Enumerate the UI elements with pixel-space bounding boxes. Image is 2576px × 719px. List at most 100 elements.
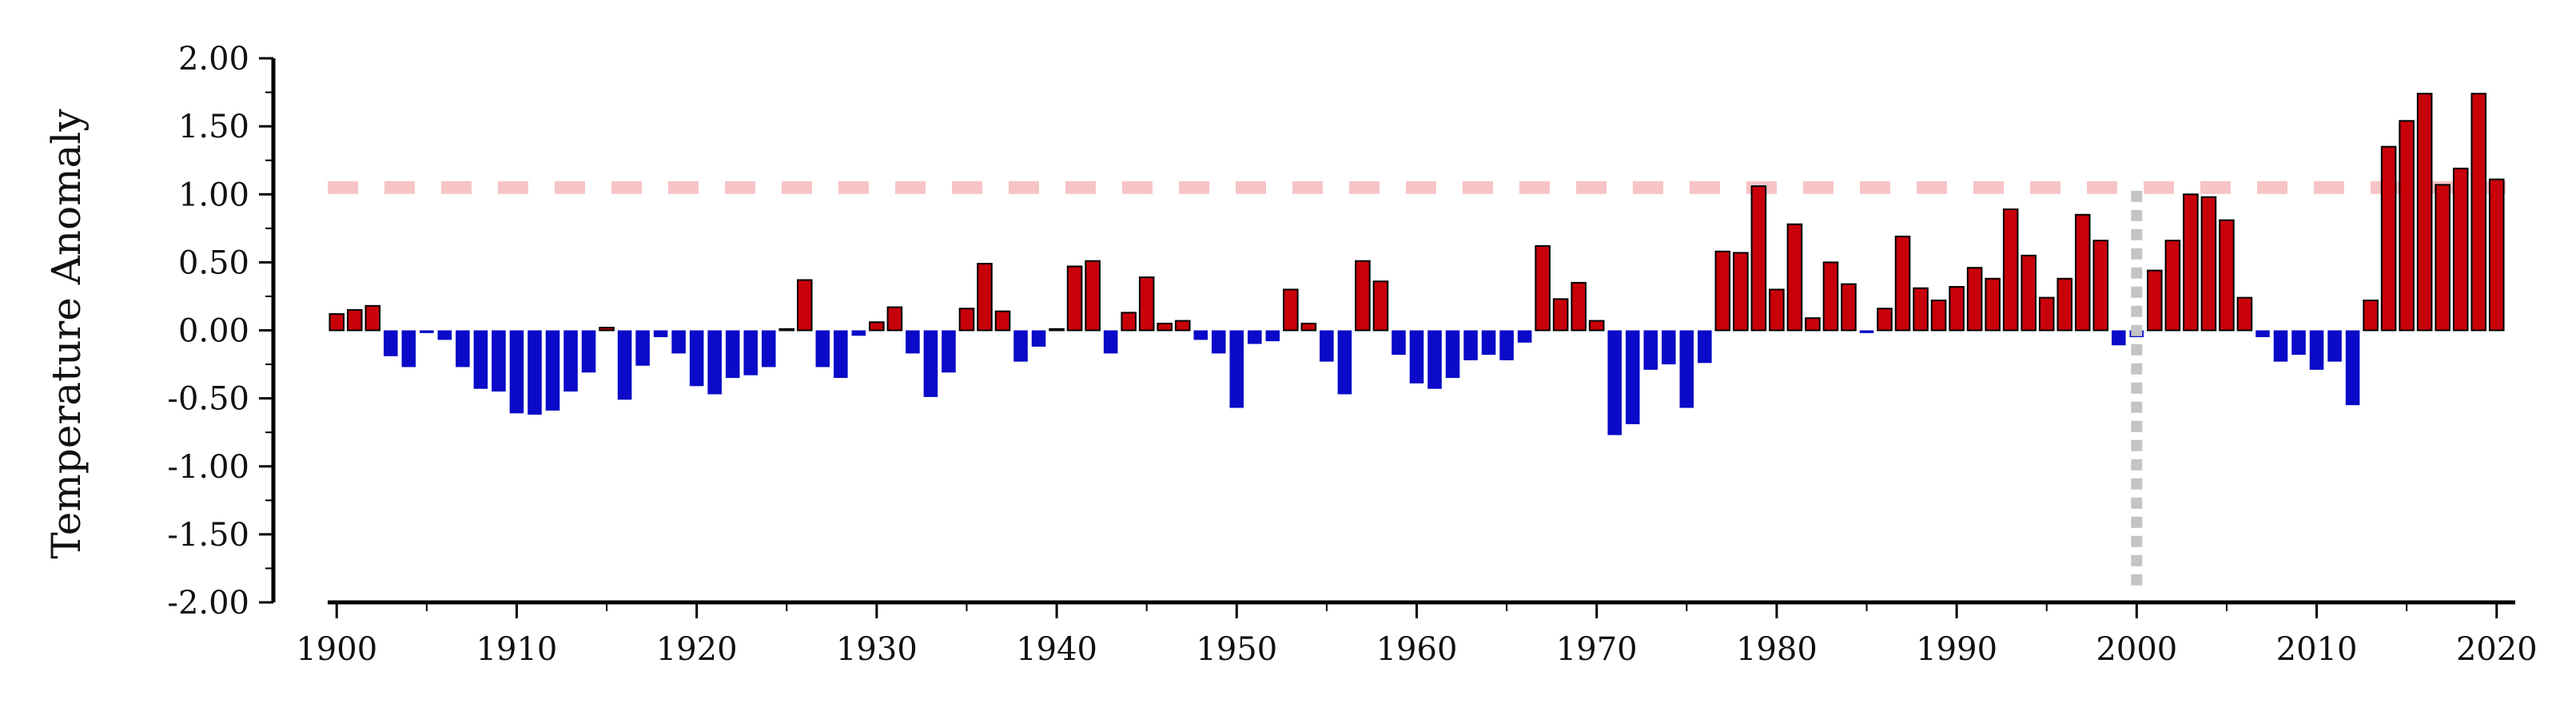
bar-1914 [581,330,596,373]
x-tick-label: 1900 [296,631,377,668]
bar-1904 [401,330,416,367]
bar-1923 [743,330,758,375]
bar-2018 [2452,167,2469,332]
bar-1927 [815,330,830,367]
bar-1991 [1966,267,1983,332]
bar-1951 [1248,330,1262,344]
bar-1990 [1949,286,1965,332]
bar-1936 [977,263,993,332]
bar-1947 [1174,320,1191,332]
bar-1926 [797,279,813,332]
bar-1972 [1625,330,1640,424]
bar-1985 [1859,330,1874,333]
bar-1949 [1211,330,1226,354]
bar-1974 [1662,330,1676,365]
y-tick-label: -1.00 [167,449,249,486]
bar-1965 [1499,330,1514,360]
x-tick-label: 1930 [836,631,918,668]
x-tick-label: 1970 [1556,631,1638,668]
x-tick-label: 1980 [1736,631,1818,668]
bar-2007 [2255,330,2270,338]
bar-1945 [1138,276,1155,332]
bar-1900 [328,313,345,332]
bar-1946 [1157,322,1173,332]
bar-1960 [1409,330,1424,383]
y-tick-label: -0.50 [167,381,249,418]
bar-1915 [599,327,615,332]
bar-1961 [1427,330,1442,389]
bar-1998 [2092,240,2109,332]
bar-1907 [456,330,470,367]
bar-1976 [1698,330,1712,363]
y-tick-label: 2.00 [178,41,249,77]
bar-1918 [653,330,668,338]
x-tick-label: 1990 [1916,631,1997,668]
bar-1921 [707,330,722,395]
bar-1929 [851,330,866,336]
bar-1944 [1121,312,1137,332]
bar-1933 [923,330,938,397]
bar-1954 [1300,322,1317,332]
bar-2004 [2200,196,2217,332]
bar-1999 [2112,330,2126,346]
bar-1994 [2021,254,2037,332]
y-tick-label: 1.50 [178,109,249,145]
bar-1997 [2074,213,2091,332]
bar-1982 [1805,317,1821,332]
x-tick-label: 2010 [2276,631,2358,668]
bar-1978 [1733,252,1749,332]
bar-1955 [1320,330,1334,362]
bar-2017 [2435,184,2451,332]
bar-2008 [2273,330,2288,362]
bar-1983 [1822,261,1839,332]
bar-1959 [1392,330,1406,356]
bar-1937 [994,310,1011,332]
bar-1962 [1445,330,1460,379]
bar-2015 [2399,120,2415,332]
bar-1988 [1913,287,1929,332]
bar-2001 [2147,269,2163,332]
bar-1973 [1643,330,1658,370]
bar-1911 [528,330,542,415]
bar-1939 [1031,330,1046,347]
bar-1992 [1985,277,2001,332]
bar-1958 [1372,280,1389,332]
bar-1925 [778,328,795,332]
bar-2011 [2327,330,2342,362]
bar-1981 [1786,223,1803,332]
bar-1977 [1714,250,1731,332]
bar-2003 [2183,193,2199,332]
bar-1940 [1049,328,1065,332]
bar-1912 [545,330,560,411]
bar-1935 [958,308,975,332]
bar-2012 [2345,330,2360,406]
bar-2009 [2291,330,2306,356]
bar-1971 [1607,330,1622,435]
bar-2006 [2236,296,2253,332]
bar-1963 [1463,330,1478,360]
bar-1953 [1283,288,1299,332]
bar-2020 [2488,178,2505,332]
bar-1967 [1535,244,1551,332]
bar-1950 [1229,330,1244,408]
bar-1969 [1571,281,1587,332]
bar-1957 [1355,260,1371,332]
bar-2016 [2416,93,2433,332]
x-tick-label: 1910 [476,631,558,668]
bars-layer [328,93,2505,435]
bar-1924 [761,330,776,367]
bar-1975 [1679,330,1694,408]
bar-1964 [1481,330,1496,356]
bar-1956 [1337,330,1352,395]
bar-1932 [906,330,920,354]
axes-layer: 2.00 1.50 1.00 0.50 0.00 -0.50 -1.00 -1.50 -2.00… [167,41,2537,668]
bar-2014 [2380,145,2397,332]
y-tick-label: 0.50 [178,244,249,281]
bar-1948 [1193,330,1208,340]
bar-1922 [725,330,740,379]
bar-1920 [689,330,704,387]
bar-1928 [834,330,848,379]
bar-1970 [1588,320,1605,332]
bar-1966 [1517,330,1532,343]
